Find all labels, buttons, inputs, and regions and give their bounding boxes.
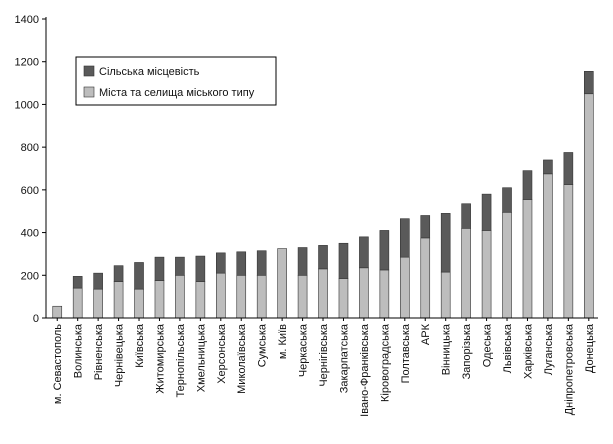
bar-segment-urban	[399, 256, 410, 319]
x-category-label: Одеська	[482, 323, 494, 367]
x-category-label: Донецька	[584, 323, 596, 373]
bar-segment-urban	[522, 199, 533, 319]
x-category-label: Луганська	[543, 323, 555, 375]
bar-segment-urban	[93, 288, 103, 319]
bar-segment-urban	[134, 288, 144, 319]
bar-segment-urban	[318, 268, 328, 319]
x-category-label: Херсонська	[216, 323, 228, 384]
bar-segment-rural	[93, 272, 103, 290]
bar-segment-urban	[583, 93, 594, 319]
legend-box	[75, 56, 277, 106]
bar-segment-rural	[216, 252, 226, 274]
bar-segment-rural	[113, 265, 124, 282]
bar-segment-rural	[522, 170, 533, 200]
bar-segment-rural	[481, 193, 492, 231]
x-category-label: Івано-Франківська	[359, 323, 371, 417]
bars-layer	[52, 71, 594, 319]
bar-segment-urban	[256, 274, 267, 319]
bar-segment-rural	[359, 236, 369, 269]
bar-segment-urban	[236, 274, 247, 319]
x-category-label: Закарпатська	[338, 323, 350, 393]
bar-segment-urban	[216, 272, 226, 319]
y-tick-label: 800	[21, 142, 39, 154]
bar-segment-rural	[420, 215, 431, 239]
bar-segment-rural	[236, 251, 247, 276]
x-category-label: м. Севастополь	[52, 324, 64, 404]
legend-label: Міста та селища міського типу	[99, 87, 255, 99]
bar-segment-urban	[113, 281, 124, 319]
x-category-label: Кіровоградська	[379, 323, 391, 402]
bar-segment-rural	[134, 262, 144, 290]
x-category-label: Полтавська	[400, 323, 412, 383]
bar-segment-urban	[481, 230, 492, 319]
bar-segment-urban	[359, 267, 369, 319]
y-tick-label: 0	[33, 313, 39, 325]
y-tick-label: 400	[21, 228, 39, 240]
x-category-label: Черкаська	[298, 323, 310, 377]
bar-segment-urban	[195, 281, 206, 319]
legend: Сільська місцевість Міста та селища міськ…	[75, 56, 277, 106]
bar-segment-urban	[563, 184, 574, 319]
x-category-label: Рівненська	[93, 323, 105, 380]
x-category-label: Харківська	[522, 323, 534, 379]
legend-swatch	[83, 86, 95, 98]
y-tick-label: 1000	[15, 99, 39, 111]
bar-segment-rural	[379, 230, 390, 271]
bar-segment-rural	[461, 203, 471, 229]
y-tick-label: 200	[21, 270, 39, 282]
bar-segment-rural	[399, 218, 410, 258]
bar-segment-urban	[543, 173, 553, 319]
bar-segment-rural	[72, 276, 83, 289]
x-category-label: Хмельницька	[195, 323, 207, 392]
bar-segment-rural	[256, 250, 267, 276]
bar-segment-urban	[154, 280, 165, 319]
bar-segment-rural	[502, 187, 512, 213]
bar-segment-urban	[52, 305, 63, 319]
bar-segment-urban	[502, 211, 512, 319]
x-category-label: Тернопільська	[175, 323, 187, 397]
bar-segment-urban	[461, 228, 471, 319]
bar-segment-rural	[297, 247, 308, 276]
x-category-label: Дніпропетровська	[563, 323, 575, 415]
x-category-label: Чернігівська	[318, 323, 330, 387]
bar-segment-urban	[338, 278, 349, 319]
bar-segment-rural	[195, 255, 206, 282]
bar-segment-rural	[318, 245, 328, 270]
legend-swatch	[83, 65, 95, 77]
bar-segment-rural	[175, 256, 185, 276]
x-category-label: Запорізька	[461, 323, 473, 379]
bar-segment-rural	[583, 71, 594, 95]
legend-label: Сільська місцевість	[99, 66, 200, 78]
bar-segment-rural	[563, 152, 574, 185]
bar-segment-urban	[379, 269, 390, 319]
x-category-label: Сумська	[257, 323, 269, 367]
bar-segment-rural	[154, 256, 165, 281]
y-tick-label: 1200	[15, 57, 39, 69]
bar-segment-urban	[175, 274, 185, 319]
y-axis: 0 200 400 600 800 1000 1200 1400	[15, 14, 47, 325]
bar-segment-urban	[440, 271, 451, 319]
x-category-label: Львівська	[502, 323, 514, 373]
bar-segment-urban	[277, 248, 287, 319]
x-axis: м. Севастополь Волинська Рівненська Черніве…	[46, 317, 598, 417]
x-category-label: Житомирська	[154, 323, 166, 393]
bar-segment-rural	[543, 159, 553, 175]
y-tick-label: 1400	[15, 14, 39, 26]
bar-segment-urban	[297, 274, 308, 319]
x-category-label: Миколаївська	[236, 323, 248, 394]
bar-segment-rural	[338, 242, 349, 279]
bar-segment-rural	[440, 213, 451, 273]
x-category-label: Чернівецька	[114, 323, 126, 387]
x-category-label: АРК	[420, 323, 432, 345]
x-category-label: Київська	[134, 323, 146, 368]
x-category-label: Вінницька	[441, 323, 453, 375]
bar-segment-urban	[72, 287, 83, 319]
x-category-label: м. Київ	[277, 324, 289, 359]
bar-segment-urban	[420, 237, 431, 319]
y-tick-label: 600	[21, 185, 39, 197]
x-category-label: Волинська	[73, 323, 85, 378]
